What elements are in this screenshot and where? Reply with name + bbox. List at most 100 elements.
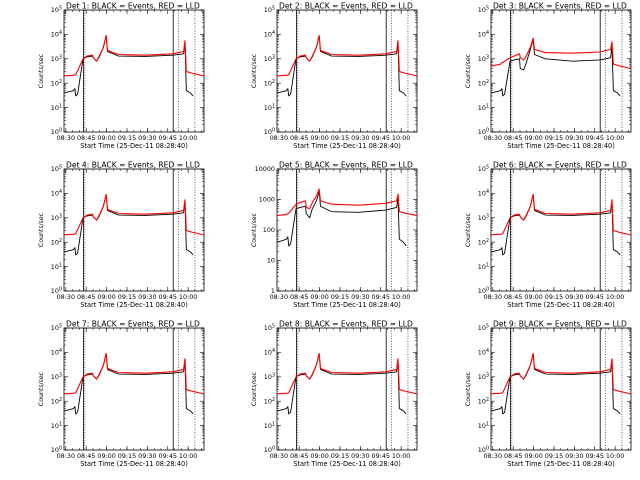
detector-panel: Det 8: BLACK = Events, RED = LLD 100 101 10… — [251, 320, 418, 468]
y-tick-label: 103 — [264, 373, 275, 382]
y-tick-label: 102 — [478, 397, 489, 406]
x-tick-label: 10:00 — [606, 134, 624, 142]
y-tick-label: 105 — [264, 6, 275, 15]
x-axis-label: Start Time (25-Dec-11 08:28:40) — [507, 142, 615, 150]
y-axis-label: Counts/sec — [465, 371, 472, 406]
x-tick-label: 09:30 — [565, 134, 583, 142]
x-tick-label: 09:15 — [331, 293, 349, 301]
x-tick-label: 09:45 — [372, 452, 390, 460]
x-tick-label: 10:00 — [392, 293, 410, 301]
y-axis-label: Counts/sec — [251, 371, 258, 406]
y-tick-label: 101 — [478, 262, 489, 271]
y-tick-label: 1 — [271, 287, 275, 295]
x-tick-label: 09:15 — [331, 452, 349, 460]
x-tick-label: 09:45 — [159, 134, 177, 142]
x-tick-label: 09:00 — [524, 134, 542, 142]
panel-title: Det 5: BLACK = Events, RED = LLD — [279, 161, 413, 170]
x-tick-label: 09:30 — [351, 293, 369, 301]
x-tick-label: 09:30 — [351, 134, 369, 142]
x-tick-label: 09:45 — [586, 293, 604, 301]
detector-panel: Det 5: BLACK = Events, RED = LLD 1 10 100 10… — [251, 161, 418, 309]
x-tick-label: 08:45 — [290, 452, 308, 460]
x-tick-label: 09:00 — [524, 452, 542, 460]
y-tick-label: 105 — [478, 324, 489, 333]
x-tick-label: 08:30 — [484, 134, 502, 142]
detector-panel: Det 1: BLACK = Events, RED = LLD 100 101 10… — [38, 2, 205, 150]
x-tick-label: 08:30 — [57, 134, 75, 142]
x-axis-label: Start Time (25-Dec-11 08:28:40) — [80, 460, 188, 468]
x-axis-label: Start Time (25-Dec-11 08:28:40) — [80, 142, 188, 150]
series-line-lld — [63, 193, 205, 236]
y-tick-label: 102 — [51, 397, 62, 406]
y-tick-label: 104 — [478, 189, 489, 198]
x-tick-label: 09:15 — [118, 134, 136, 142]
x-tick-label: 09:45 — [159, 452, 177, 460]
y-tick-label: 1000 — [259, 196, 275, 204]
y-tick-label: 100 — [478, 287, 489, 296]
x-tick-label: 09:00 — [97, 452, 115, 460]
series-line-lld — [276, 188, 418, 216]
y-tick-label: 104 — [51, 189, 62, 198]
y-axis-label: Counts/sec — [38, 53, 45, 88]
x-tick-label: 09:15 — [331, 134, 349, 142]
x-tick-label: 08:45 — [504, 452, 522, 460]
x-tick-label: 10:00 — [179, 134, 197, 142]
x-tick-label: 08:45 — [77, 293, 95, 301]
x-tick-label: 09:15 — [545, 452, 563, 460]
y-tick-label: 10 — [267, 257, 275, 265]
series-line-lld — [490, 193, 632, 236]
y-axis-label: Counts/sec — [251, 53, 258, 88]
y-tick-label: 100 — [478, 128, 489, 137]
x-axis-label: Start Time (25-Dec-11 08:28:40) — [293, 301, 401, 309]
y-tick-label: 101 — [51, 103, 62, 112]
detector-panel: Det 2: BLACK = Events, RED = LLD 100 101 10… — [251, 2, 418, 150]
x-tick-label: 08:30 — [270, 293, 288, 301]
y-axis-label: Counts/sec — [38, 212, 45, 247]
y-tick-label: 103 — [478, 55, 489, 64]
y-tick-label: 102 — [264, 79, 275, 88]
x-tick-label: 09:00 — [310, 452, 328, 460]
x-tick-label: 09:45 — [159, 293, 177, 301]
y-tick-label: 105 — [51, 324, 62, 333]
x-axis-label: Start Time (25-Dec-11 08:28:40) — [293, 142, 401, 150]
y-tick-label: 100 — [478, 446, 489, 455]
x-axis-label: Start Time (25-Dec-11 08:28:40) — [80, 301, 188, 309]
y-tick-label: 103 — [478, 373, 489, 382]
x-tick-label: 08:30 — [484, 293, 502, 301]
y-axis-label: Counts/sec — [38, 371, 45, 406]
y-tick-label: 104 — [51, 30, 62, 39]
x-axis-label: Start Time (25-Dec-11 08:28:40) — [507, 460, 615, 468]
x-tick-label: 10:00 — [606, 293, 624, 301]
x-tick-label: 09:30 — [138, 134, 156, 142]
series-line-events — [490, 39, 621, 97]
x-tick-label: 10:00 — [606, 452, 624, 460]
x-tick-label: 08:45 — [504, 134, 522, 142]
x-tick-label: 09:30 — [138, 452, 156, 460]
series-line-lld — [276, 34, 418, 77]
y-tick-label: 101 — [264, 103, 275, 112]
panel-title: Det 1: BLACK = Events, RED = LLD — [66, 2, 200, 11]
x-tick-label: 08:30 — [57, 293, 75, 301]
panel-title: Det 6: BLACK = Events, RED = LLD — [493, 161, 627, 170]
detector-panel: Det 3: BLACK = Events, RED = LLD 100 101 10… — [465, 2, 632, 150]
y-tick-label: 103 — [51, 55, 62, 64]
y-tick-label: 105 — [478, 6, 489, 15]
y-tick-label: 102 — [478, 79, 489, 88]
panel-title: Det 3: BLACK = Events, RED = LLD — [493, 2, 627, 11]
x-tick-label: 10:00 — [392, 452, 410, 460]
x-tick-label: 09:45 — [372, 134, 390, 142]
y-tick-label: 102 — [51, 238, 62, 247]
detector-panel: Det 6: BLACK = Events, RED = LLD 100 101 10… — [465, 161, 632, 309]
x-tick-label: 10:00 — [179, 452, 197, 460]
y-tick-label: 105 — [51, 6, 62, 15]
y-axis-label: Counts/sec — [465, 212, 472, 247]
series-line-lld — [63, 352, 205, 395]
y-tick-label: 105 — [478, 165, 489, 174]
detector-panel: Det 7: BLACK = Events, RED = LLD 100 101 10… — [38, 320, 205, 468]
x-tick-label: 09:00 — [310, 134, 328, 142]
series-line-lld — [490, 352, 632, 395]
x-tick-label: 08:30 — [57, 452, 75, 460]
x-tick-label: 08:30 — [270, 134, 288, 142]
x-tick-label: 09:30 — [565, 452, 583, 460]
